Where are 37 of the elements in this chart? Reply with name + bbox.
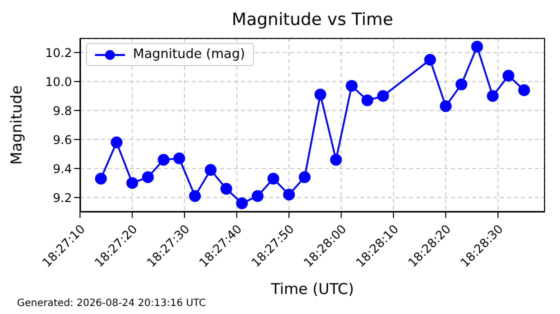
point	[518, 84, 530, 96]
text: Generated: 2026-08-24 20:13:16 UTC	[17, 298, 206, 309]
point	[502, 70, 514, 82]
point	[142, 171, 154, 184]
point	[173, 152, 186, 164]
legend-label: Magnitude (mag)	[133, 47, 246, 62]
x-axis-title: Time (UTC)	[270, 280, 355, 298]
y-tick-label: 10.0	[45, 74, 72, 89]
point	[252, 190, 264, 202]
point	[283, 188, 295, 200]
point	[456, 78, 468, 90]
point	[236, 197, 248, 210]
point	[440, 100, 452, 112]
y-tick-label: 9.8	[52, 104, 72, 118]
y-tick-label: 9.4	[52, 162, 72, 176]
point	[126, 177, 138, 189]
point	[346, 80, 358, 92]
point	[424, 54, 436, 66]
y-tick-label: 9.2	[52, 190, 72, 205]
y-tick-label: 9.6	[52, 132, 72, 147]
point	[314, 88, 326, 100]
y-axis-title: Magnitude	[7, 85, 26, 165]
point	[110, 136, 122, 148]
point	[94, 172, 107, 185]
point	[298, 171, 311, 184]
point	[486, 90, 499, 102]
point	[158, 154, 170, 166]
point	[220, 182, 232, 195]
point	[189, 190, 201, 202]
point	[471, 40, 483, 53]
point	[267, 172, 280, 185]
point	[330, 154, 342, 166]
point	[377, 90, 389, 102]
y-tick-label: 10.2	[45, 46, 72, 60]
point	[204, 164, 217, 176]
point	[361, 94, 374, 106]
chart-title: Magnitude vs Time	[230, 10, 394, 30]
